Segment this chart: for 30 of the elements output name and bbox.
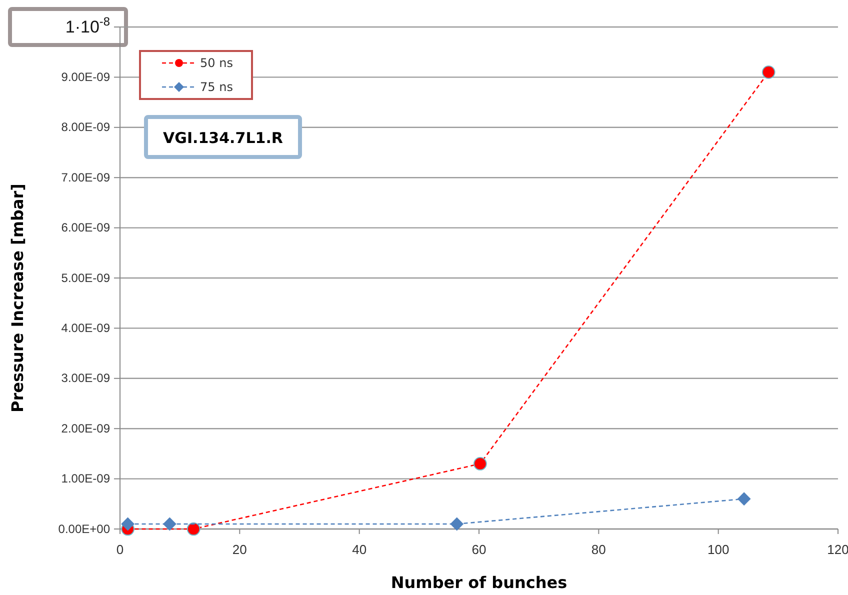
annotation: VGI.134.7L1.R: [163, 129, 284, 147]
y-tick-label: 4.00E-09: [61, 321, 110, 336]
x-tick-label: 0: [116, 542, 124, 557]
point: [162, 517, 176, 531]
y-tick-label: 7.00E-09: [61, 170, 110, 184]
point: [474, 457, 487, 470]
y-tick-label: 1.00E-09: [61, 472, 110, 486]
y-axis-title: Pressure Increase [mbar]: [8, 184, 27, 412]
x-tick-label: 120: [827, 542, 848, 557]
y-tick-label: 3.00E-09: [61, 371, 110, 386]
point: [450, 517, 464, 531]
point: [762, 66, 776, 79]
y-tick-label: 6.00E-09: [61, 220, 110, 235]
legend-label: 50 ns: [200, 56, 233, 70]
point: [737, 492, 751, 506]
x-axis-title: Number of bunches: [390, 573, 568, 592]
x-tick-label: 20: [232, 542, 247, 557]
x-tick-label: 80: [591, 542, 606, 557]
legend-label: 75 ns: [200, 80, 233, 94]
y-tick-label: 2.00E-09: [61, 421, 110, 436]
x-tick-label: 40: [352, 542, 367, 557]
point: [121, 517, 134, 531]
point: [186, 522, 200, 536]
y-tick-label: 9.00E-09: [61, 70, 110, 84]
y-tick-label: 8.00E-09: [61, 120, 110, 134]
y-tick-label: 1·10$^{-8}$: [65, 14, 110, 36]
y-tick-label: 0.00E+00: [58, 522, 110, 536]
y-tick-label: 5.00E-09: [61, 270, 110, 285]
x-tick-label: 100: [707, 542, 730, 557]
x-tick-label: 60: [472, 542, 486, 557]
